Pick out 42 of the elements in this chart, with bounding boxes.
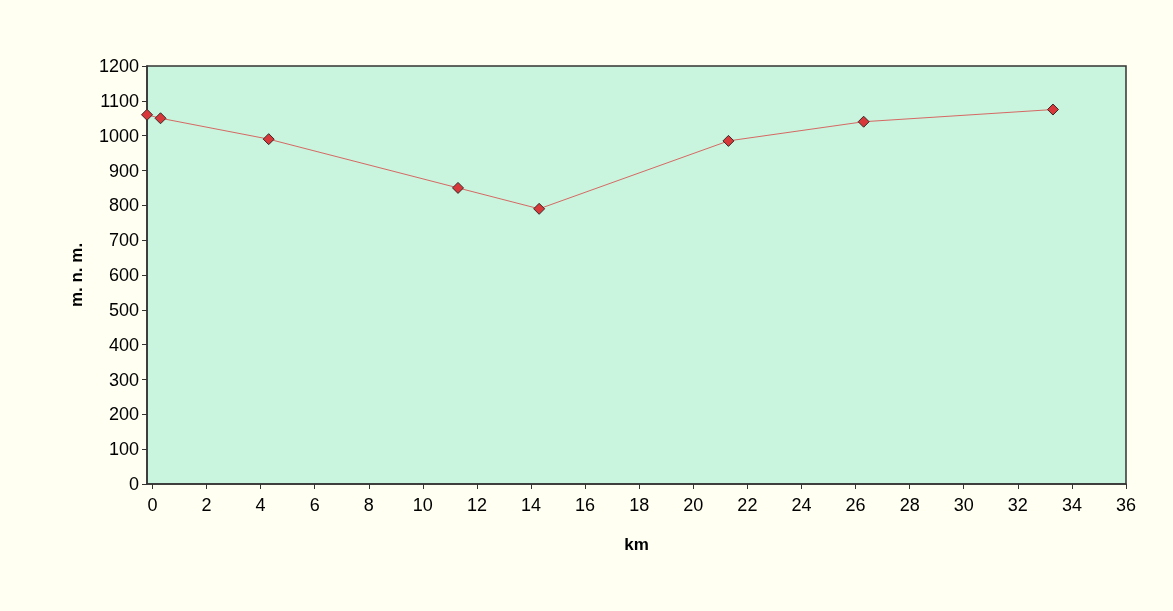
- y-tick-label: 1100: [100, 90, 139, 111]
- point: [262, 133, 275, 146]
- y-tick-label: 600: [108, 265, 139, 285]
- x-tick-label: 24: [791, 495, 812, 515]
- x-tick-label: 26: [845, 495, 866, 515]
- y-tick-label: 400: [108, 334, 139, 355]
- x-tick-label: 18: [629, 495, 650, 515]
- point: [154, 112, 167, 125]
- y-tick-label: 900: [108, 160, 139, 181]
- y-tick-label: 100: [108, 439, 139, 460]
- x-tick-label: 10: [412, 495, 433, 515]
- x-tick-label: 8: [363, 495, 374, 515]
- x-tick-label: 20: [683, 495, 704, 515]
- x-tick-label: 0: [147, 495, 158, 515]
- y-tick-label: 1200: [98, 56, 139, 76]
- x-tick-label: 14: [521, 495, 542, 515]
- y-tick-label: 300: [108, 369, 139, 390]
- x-tick-label: 2: [201, 495, 212, 515]
- y-tick-label: 500: [108, 299, 139, 320]
- x-tick-label: 32: [1007, 495, 1028, 515]
- x-tick-label: 34: [1061, 495, 1082, 515]
- x-tick-label: 4: [255, 495, 266, 515]
- x-tick-label: 6: [309, 495, 320, 515]
- point: [722, 134, 735, 147]
- point: [533, 202, 546, 215]
- x-tick-label: 16: [575, 495, 596, 515]
- y-tick-label: 1000: [98, 125, 139, 146]
- point: [857, 115, 870, 128]
- y-tick-label: 700: [108, 230, 139, 251]
- y-tick-label: 200: [108, 404, 139, 425]
- point: [141, 108, 153, 121]
- point: [1046, 103, 1059, 116]
- y-tick-label: 0: [128, 474, 139, 494]
- y-axis-title: m. n. m.: [67, 242, 86, 308]
- point: [452, 181, 465, 194]
- x-tick-label: 22: [737, 495, 758, 515]
- x-axis-title: km: [624, 535, 649, 554]
- x-tick-label: 30: [953, 495, 974, 515]
- y-tick-label: 800: [108, 195, 139, 216]
- x-tick-label: 12: [466, 495, 487, 515]
- x-tick-label: 28: [899, 495, 920, 515]
- x-tick-label: 36: [1115, 495, 1137, 515]
